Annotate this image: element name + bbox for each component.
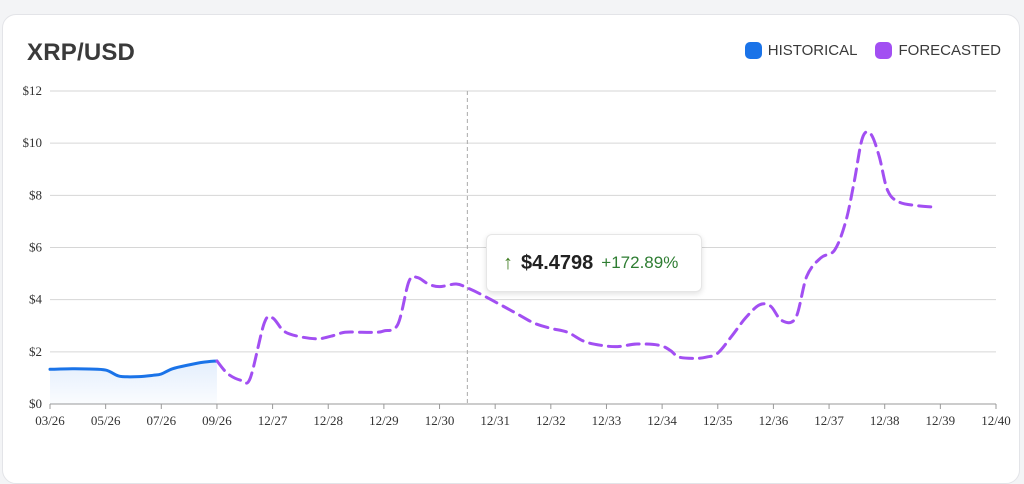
legend-label-forecasted: FORECASTED xyxy=(898,42,1001,59)
legend-swatch-forecasted xyxy=(875,42,893,59)
x-tick-label: 12/28 xyxy=(313,413,343,428)
x-tick-label: 12/35 xyxy=(703,413,733,428)
y-tick-label: $0 xyxy=(29,396,42,411)
x-tick-label: 12/31 xyxy=(480,413,510,428)
tooltip-price: $4.4798 xyxy=(521,251,594,274)
x-tick-label: 12/37 xyxy=(814,413,844,428)
x-tick-label: 09/26 xyxy=(202,413,232,428)
legend-swatch-historical xyxy=(744,42,762,59)
arrow-up-icon: ↑ xyxy=(503,251,513,274)
series-line-forecasted xyxy=(215,130,937,385)
legend: HISTORICAL FORECASTED xyxy=(744,42,1001,59)
x-tick-label: 12/27 xyxy=(258,413,288,428)
x-tick-label: 07/26 xyxy=(146,413,176,428)
x-tick-label: 12/30 xyxy=(425,413,455,428)
x-tick-label: 12/39 xyxy=(926,413,956,428)
x-tick-label: 05/26 xyxy=(91,413,121,428)
series-area-historical xyxy=(50,360,217,404)
x-tick-label: 12/36 xyxy=(759,413,789,428)
chart-title: XRP/USD xyxy=(27,39,136,66)
line-chart[interactable]: $0 $2 $4 $6 $8 $10 $12 03/26 05/26 07/26 09/26 12/2… xyxy=(0,0,1024,470)
x-tick-label: 12/33 xyxy=(592,413,622,428)
series-line-historical xyxy=(48,359,219,379)
legend-item-forecasted[interactable]: FORECASTED xyxy=(875,42,1001,59)
y-tick-label: $12 xyxy=(23,83,43,98)
y-tick-label: $8 xyxy=(29,187,42,202)
legend-label-historical: HISTORICAL xyxy=(767,42,858,59)
y-tick-label: $6 xyxy=(29,240,43,255)
x-tick-label: 12/29 xyxy=(369,413,399,428)
legend-item-historical[interactable]: HISTORICAL xyxy=(744,42,858,59)
y-tick-label: $2 xyxy=(29,344,42,359)
x-tick-label: 12/40 xyxy=(981,413,1011,428)
price-tooltip: ↑ $4.4798 +172.89% xyxy=(486,234,702,292)
tooltip-change: +172.89% xyxy=(601,253,679,272)
x-tick-label: 03/26 xyxy=(35,413,65,428)
y-tick-label: $10 xyxy=(23,135,43,150)
y-tick-label: $4 xyxy=(29,292,43,307)
x-tick-label: 12/32 xyxy=(536,413,566,428)
x-tick-label: 12/34 xyxy=(647,413,677,428)
x-tick-label: 12/38 xyxy=(870,413,900,428)
